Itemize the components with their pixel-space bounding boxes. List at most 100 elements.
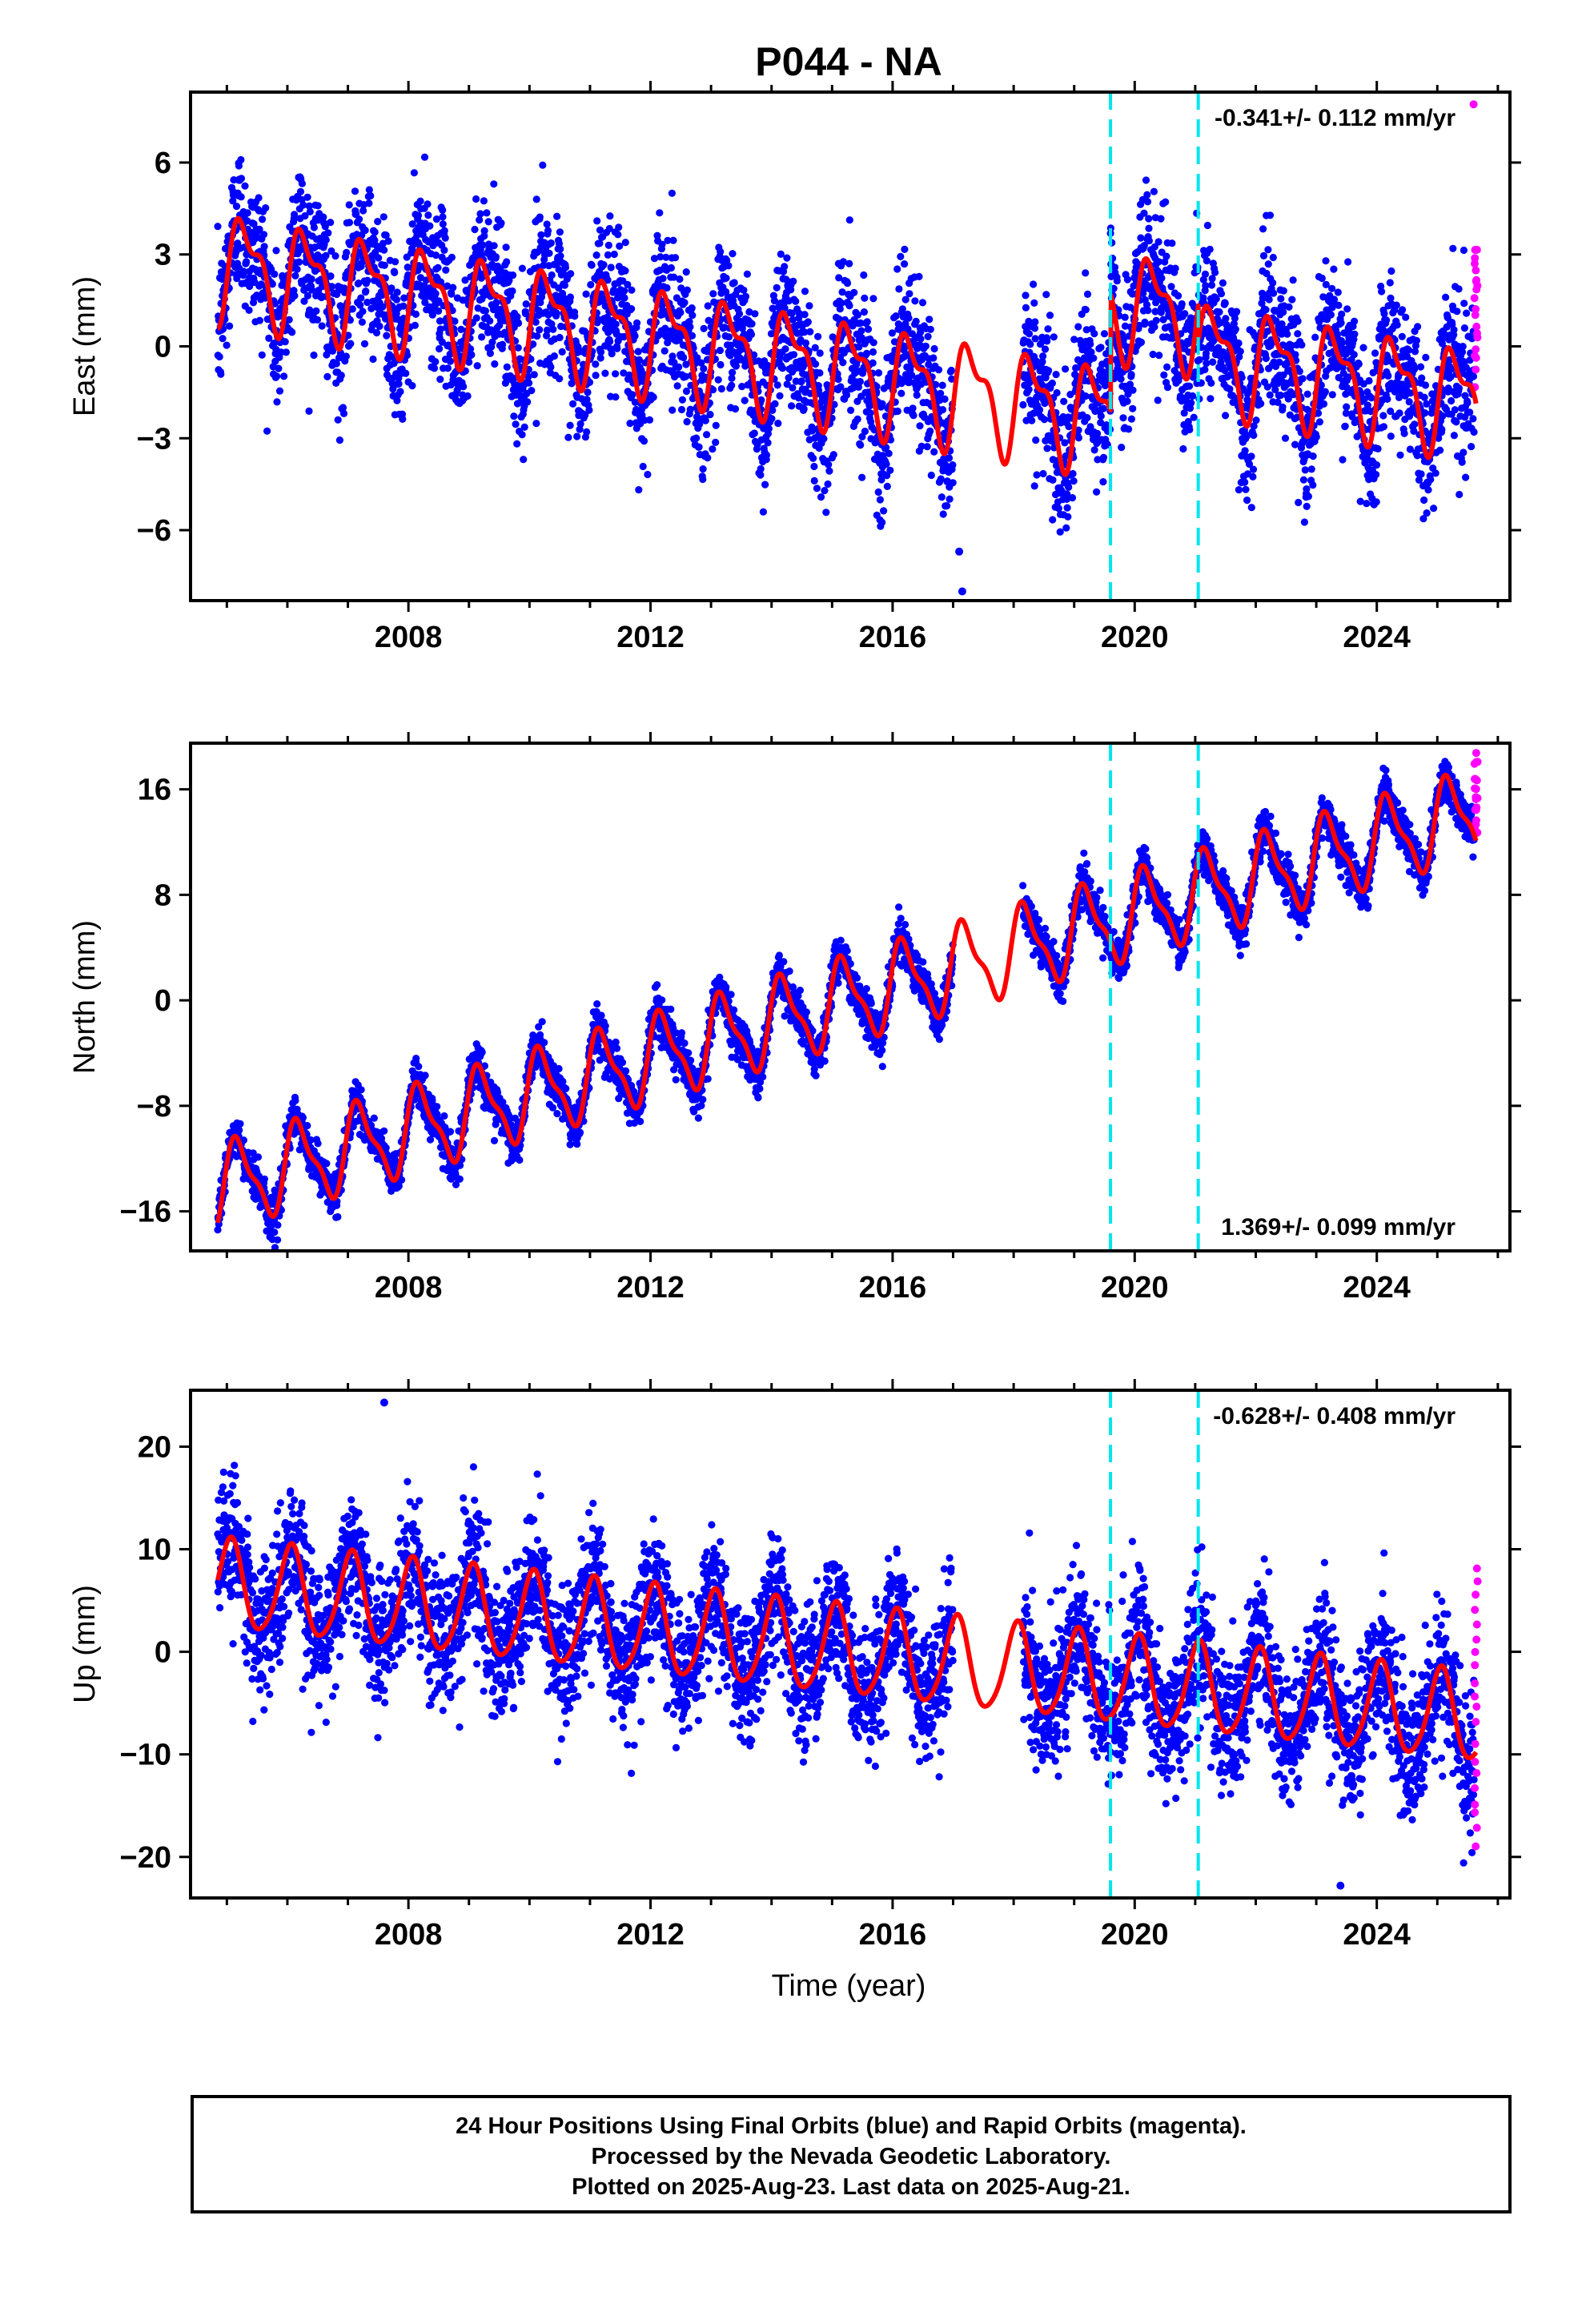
east-data-point: [436, 344, 444, 353]
east-data-point: [556, 245, 564, 253]
east-data-point: [497, 219, 505, 227]
east-data-point: [258, 351, 266, 359]
east-data-point: [1030, 324, 1039, 332]
east-data-point: [1048, 379, 1056, 388]
east-data-point: [490, 180, 498, 188]
east-data-point: [439, 206, 447, 214]
east-data-point: [743, 270, 752, 278]
east-data-point: [897, 389, 905, 397]
east-data-point: [235, 162, 243, 170]
east-data-point: [556, 252, 564, 260]
east-data-point: [1303, 485, 1311, 493]
east-data-point: [858, 473, 866, 481]
east-data-point: [1137, 234, 1145, 242]
east-data-point: [1462, 473, 1470, 481]
east-data-point: [362, 287, 370, 296]
east-data-point: [1144, 307, 1152, 315]
east-data-point: [467, 345, 475, 353]
east-data-point: [1264, 246, 1272, 254]
east-data-point: [472, 314, 480, 322]
east-data-point: [858, 432, 866, 441]
east-data-point: [259, 231, 268, 239]
east-data-point: [484, 218, 492, 226]
east-data-point: [285, 316, 293, 324]
east-data-point: [435, 297, 443, 305]
east-data-point: [883, 482, 891, 491]
east-data-point: [1417, 470, 1425, 478]
east-data-point: [524, 398, 532, 406]
east-data-point: [712, 438, 720, 447]
east-y-tick-label: 3: [155, 239, 171, 272]
east-data-point: [1281, 434, 1290, 442]
east-data-point: [219, 335, 227, 343]
east-data-point: [365, 186, 373, 194]
north-data-point: [260, 1175, 268, 1183]
east-data-point: [838, 288, 846, 296]
east-data-point: [233, 275, 241, 283]
east-data-point: [1257, 400, 1265, 408]
east-data-point: [273, 398, 281, 406]
east-y-tick-label: 6: [155, 147, 171, 180]
east-data-point: [1298, 341, 1306, 349]
east-data-point: [1190, 413, 1198, 421]
east-data-point: [451, 317, 459, 325]
east-data-point: [571, 312, 579, 320]
east-data-point: [564, 433, 572, 441]
east-data-point: [1372, 461, 1381, 469]
east-data-point: [926, 316, 934, 324]
east-data-point: [389, 385, 397, 393]
east-data-point: [1466, 408, 1474, 416]
east-data-point: [214, 223, 222, 231]
east-data-point: [1285, 303, 1293, 311]
east-data-point: [1464, 399, 1472, 407]
east-data-point: [436, 376, 444, 384]
east-data-point: [1022, 292, 1030, 300]
east-data-point: [327, 247, 335, 255]
east-data-point: [1450, 326, 1458, 334]
east-data-point: [1458, 458, 1466, 466]
east-data-point: [1099, 453, 1108, 461]
east-data-point: [1045, 367, 1053, 375]
east-data-point: [446, 357, 455, 365]
east-data-point: [345, 219, 354, 227]
east-data-point: [682, 387, 691, 396]
east-data-point: [324, 229, 332, 237]
east-data-point: [1363, 500, 1371, 508]
east-data-point: [1384, 372, 1392, 380]
east-data-point: [1455, 285, 1463, 293]
east-data-point: [631, 332, 639, 340]
east-data-point: [436, 325, 444, 333]
north-data-point: [254, 1153, 263, 1161]
east-data-point: [804, 318, 812, 326]
east-data-point: [441, 234, 449, 242]
east-data-point: [811, 360, 820, 368]
east-data-point: [334, 416, 342, 424]
east-data-point: [1351, 330, 1359, 338]
east-data-point: [237, 155, 245, 164]
east-data-point: [1041, 345, 1050, 353]
east-data-point: [1094, 429, 1102, 438]
east-data-point: [592, 360, 600, 368]
east-data-point: [1334, 288, 1342, 296]
east-data-point: [1405, 398, 1413, 406]
east-data-point: [834, 375, 842, 384]
east-data-point: [748, 320, 756, 328]
east-data-point: [1145, 215, 1153, 223]
east-data-point: [729, 368, 737, 376]
east-data-point: [596, 354, 604, 362]
east-data-point: [863, 349, 871, 357]
east-data-point: [383, 332, 391, 340]
east-data-point: [363, 276, 371, 284]
east-data-point: [1387, 267, 1395, 275]
east-data-point: [801, 328, 809, 336]
east-data-point: [426, 222, 434, 230]
east-data-point: [1053, 388, 1061, 397]
east-data-point: [268, 280, 276, 288]
east-data-point: [503, 258, 511, 266]
east-data-point: [307, 286, 316, 294]
east-data-point: [860, 271, 868, 279]
east-data-point: [303, 292, 311, 300]
east-data-point: [709, 386, 717, 394]
east-data-point: [382, 231, 390, 239]
